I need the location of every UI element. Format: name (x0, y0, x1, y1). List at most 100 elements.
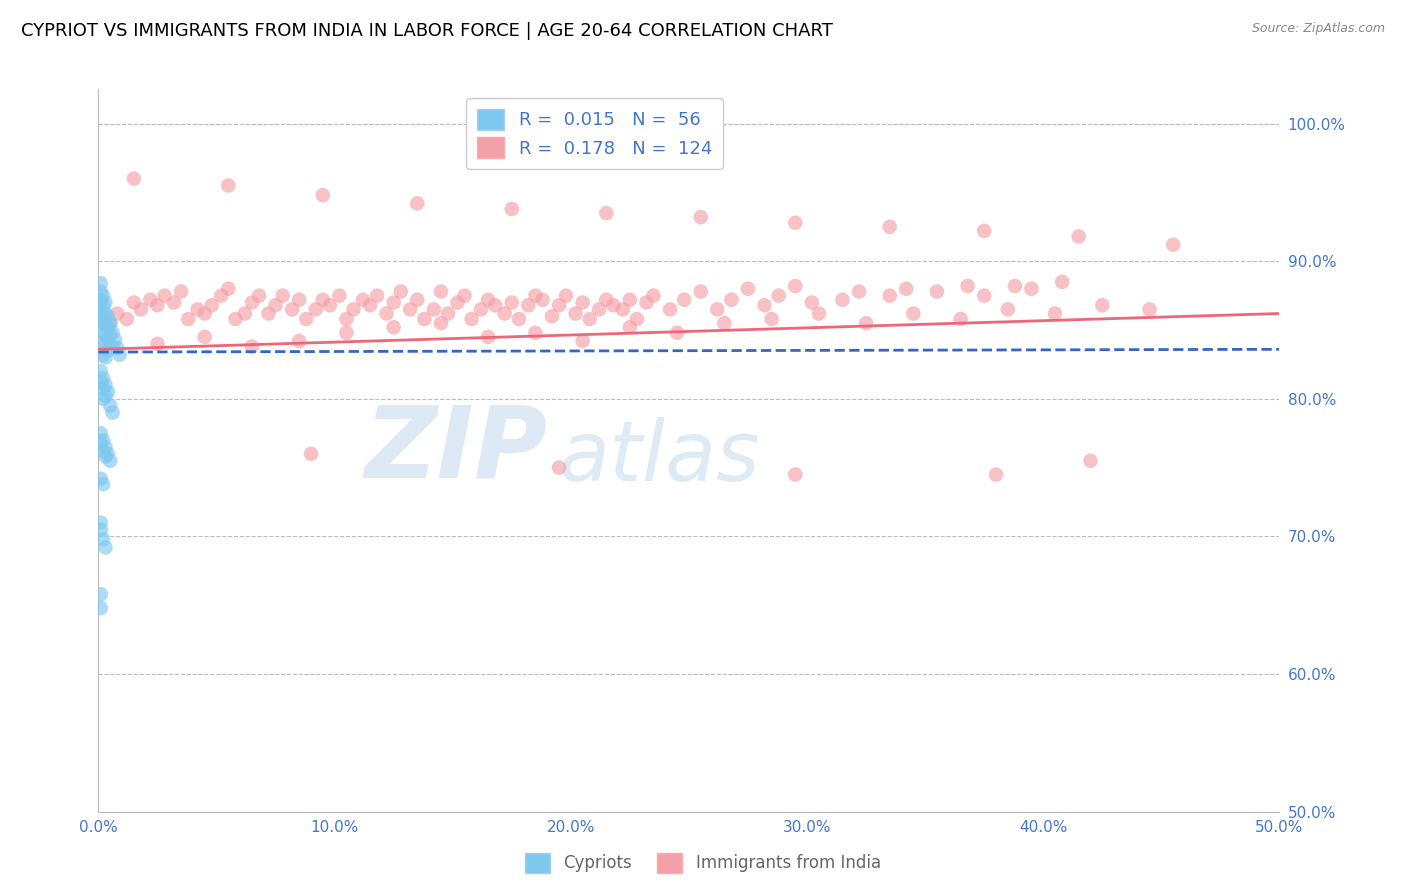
Point (571, 295, 593, 310)
Point (453, 288, 475, 302)
Point (90, 601, 112, 615)
Point (122, 171, 145, 186)
Point (673, 293, 696, 307)
Point (97, 447, 120, 461)
Point (90, 312, 112, 326)
Point (94, 306, 117, 320)
Point (97, 310, 120, 324)
Point (997, 302, 1019, 317)
Point (90, 277, 112, 291)
Point (555, 288, 578, 302)
Point (785, 279, 807, 293)
Point (187, 302, 209, 317)
Point (689, 210, 711, 224)
Point (91, 381, 114, 395)
Point (105, 341, 128, 355)
Point (477, 330, 499, 344)
Point (201, 298, 224, 312)
Point (153, 288, 176, 302)
Point (548, 298, 571, 312)
Point (973, 224, 995, 238)
Point (101, 326, 124, 340)
Point (541, 310, 564, 324)
Point (1043, 306, 1066, 320)
Point (807, 306, 830, 320)
Point (94, 327, 117, 342)
Point (90, 587, 112, 601)
Point (90, 426, 112, 441)
Point (335, 312, 357, 326)
Point (247, 288, 270, 302)
Point (366, 288, 388, 302)
Point (1050, 275, 1073, 289)
Point (163, 295, 186, 310)
Point (768, 288, 790, 302)
Legend: Cypriots, Immigrants from India: Cypriots, Immigrants from India (519, 847, 887, 880)
Point (97, 343, 120, 358)
Point (271, 288, 294, 302)
Point (406, 293, 429, 307)
Point (1139, 302, 1161, 317)
Point (1067, 229, 1090, 244)
Point (437, 306, 460, 320)
Text: Source: ZipAtlas.com: Source: ZipAtlas.com (1251, 22, 1385, 36)
Point (855, 316, 877, 330)
Point (91, 336, 114, 351)
Point (91, 477, 114, 491)
Point (761, 312, 783, 326)
Point (224, 312, 246, 326)
Point (564, 306, 586, 320)
Point (146, 336, 169, 351)
Point (382, 320, 405, 334)
Point (949, 312, 972, 326)
Point (413, 312, 436, 326)
Point (91, 306, 114, 320)
Point (91, 392, 114, 406)
Point (879, 219, 901, 234)
Point (194, 330, 217, 344)
Point (91, 533, 114, 547)
Point (548, 460, 571, 475)
Point (896, 282, 918, 296)
Point (90, 364, 112, 378)
Point (91, 371, 114, 385)
Point (288, 334, 311, 348)
Point (903, 306, 925, 320)
Point (666, 326, 689, 340)
Point (264, 298, 287, 312)
Point (240, 295, 263, 310)
Point (299, 447, 322, 461)
Point (122, 295, 145, 310)
Point (785, 216, 807, 230)
Point (636, 295, 658, 310)
Point (90, 523, 112, 537)
Point (484, 298, 506, 312)
Point (423, 302, 446, 317)
Point (643, 288, 665, 302)
Point (524, 326, 547, 340)
Point (98, 327, 121, 342)
Point (97, 331, 120, 345)
Point (720, 293, 742, 307)
Point (90, 301, 112, 315)
Point (94, 541, 117, 555)
Point (139, 293, 162, 307)
Point (612, 302, 634, 317)
Text: ZIP: ZIP (364, 402, 547, 499)
Point (194, 306, 217, 320)
Point (240, 340, 263, 354)
Point (90, 472, 112, 486)
Point (94, 378, 117, 392)
Point (105, 306, 128, 320)
Point (1021, 282, 1043, 296)
Point (342, 302, 364, 317)
Point (101, 340, 124, 354)
Point (470, 302, 492, 317)
Legend: R =  0.015   N =  56, R =  0.178   N =  124: R = 0.015 N = 56, R = 0.178 N = 124 (467, 98, 723, 169)
Point (98, 316, 121, 330)
Point (406, 196, 429, 211)
Point (1004, 279, 1026, 293)
Point (295, 312, 318, 326)
Point (305, 302, 328, 317)
Point (288, 293, 311, 307)
